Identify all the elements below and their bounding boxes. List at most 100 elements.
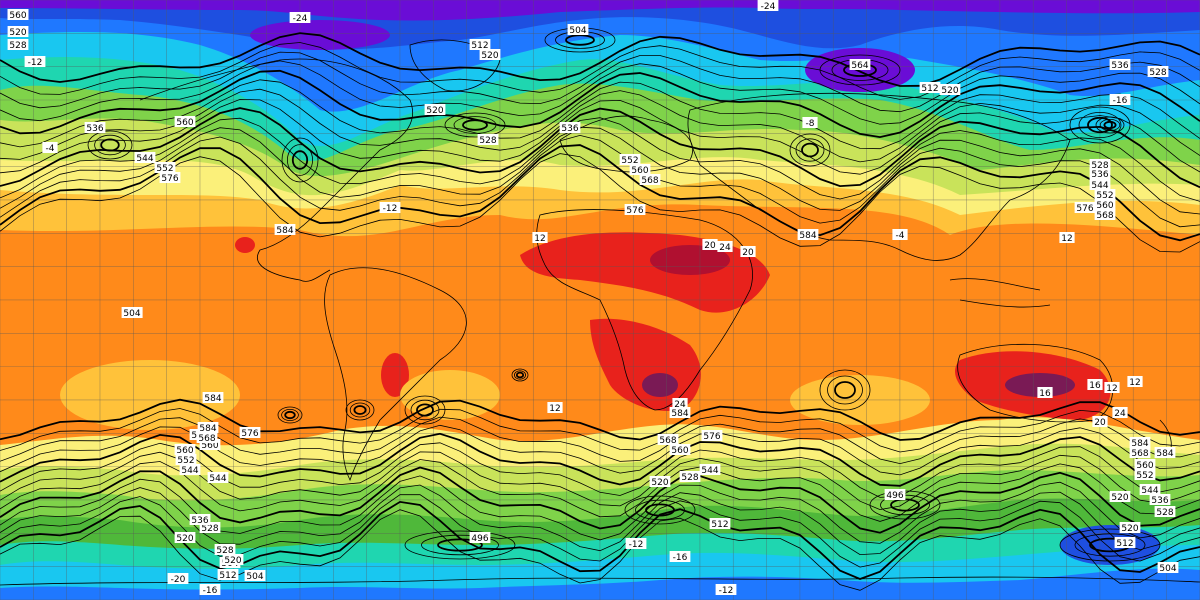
contour-label-bg <box>174 116 196 127</box>
contour-label: 512 <box>471 41 488 51</box>
contour-label-bg <box>1154 447 1176 458</box>
contour-label: 564 <box>851 61 868 71</box>
closed-contour <box>514 370 527 380</box>
contour-label-bg <box>239 427 261 438</box>
contour-label: 536 <box>191 516 208 526</box>
closed-contour <box>421 534 499 556</box>
contour-label: 560 <box>1096 201 1113 211</box>
contour-label: 560 <box>1136 461 1153 471</box>
contour-label-bg <box>567 24 589 35</box>
contour-label-bg <box>174 532 196 543</box>
contour-label: -16 <box>1113 96 1128 106</box>
contour-label-bg <box>214 544 236 555</box>
contour-label: 20 <box>742 248 754 258</box>
contour-label-bg <box>7 9 29 20</box>
contour-label: 24 <box>719 243 731 253</box>
contour-label: 504 <box>123 309 140 319</box>
contour-label-bg <box>1149 494 1171 505</box>
contour-label-bg <box>1147 66 1169 77</box>
coast-asia <box>687 93 1071 261</box>
contour-label-bg <box>274 224 296 235</box>
height-contour-line <box>0 408 1200 453</box>
contour-label: 552 <box>156 164 173 174</box>
contour-label: 560 <box>671 446 688 456</box>
closed-contour <box>349 402 371 418</box>
closed-contour <box>1069 106 1131 144</box>
height-contour-line <box>0 459 1200 522</box>
contour-label-bg <box>892 229 908 240</box>
contour-label-bg <box>669 551 691 562</box>
contour-label-bg <box>197 422 219 433</box>
height-contour-line <box>0 398 1200 441</box>
closed-contour <box>281 137 319 183</box>
contour-label-bg <box>1134 459 1156 470</box>
closed-contour <box>565 34 595 46</box>
contour-label-bg <box>222 554 244 565</box>
contour-label: 12 <box>549 404 560 414</box>
closed-contour <box>635 499 685 521</box>
contour-label-bg <box>802 117 818 128</box>
closed-contour <box>416 403 434 417</box>
closed-contour <box>87 130 133 160</box>
contour-label-bg <box>702 239 718 250</box>
contour-label-bg <box>479 49 501 60</box>
contour-label: 560 <box>176 446 193 456</box>
contour-label-bg <box>657 434 679 445</box>
contour-label-bg <box>1094 199 1116 210</box>
contour-label: 528 <box>681 473 698 483</box>
contour-label-bg <box>672 398 688 409</box>
contour-label-bg <box>202 392 224 403</box>
contour-label: 12 <box>1129 378 1140 388</box>
contour-label-bg <box>1109 59 1131 70</box>
height-contour-line <box>0 117 1200 202</box>
contour-label-bg <box>179 464 201 475</box>
contour-label-bg <box>919 82 941 93</box>
contour-label: 576 <box>703 432 720 442</box>
contour-label: -12 <box>383 204 398 214</box>
contour-label: 24 <box>674 400 686 410</box>
contour-label: 520 <box>9 28 26 38</box>
contour-label-bg <box>1154 506 1176 517</box>
contour-label-bg <box>740 246 756 257</box>
closed-contour <box>515 371 525 379</box>
height-contour-line <box>0 442 1200 498</box>
closed-contour <box>834 381 856 399</box>
contour-label-bg <box>701 430 723 441</box>
closed-contour <box>1087 116 1113 134</box>
contour-label-bg <box>619 154 641 165</box>
closed-contour <box>819 54 901 86</box>
contour-label: 552 <box>621 156 638 166</box>
closed-contour <box>94 134 126 156</box>
coast-north-america <box>139 58 413 282</box>
contour-label: 12 <box>534 234 545 244</box>
contour-label: -12 <box>28 58 43 68</box>
contour-label-bg <box>1089 179 1111 190</box>
hot-core-southern-africa <box>642 373 678 397</box>
contour-label-bg <box>1094 189 1116 200</box>
contour-label-bg <box>1087 379 1103 390</box>
height-contour-line <box>0 134 1200 228</box>
contour-label-bg <box>167 573 189 584</box>
contour-label-bg <box>84 122 106 133</box>
contour-label-bg <box>884 489 906 500</box>
height-contour-line <box>0 126 1200 215</box>
contour-label: 560 <box>176 118 193 128</box>
closed-contour <box>1078 112 1122 139</box>
closed-contour <box>1095 116 1125 134</box>
contour-label: 24 <box>1114 409 1126 419</box>
contour-label-bg <box>699 464 721 475</box>
contour-label: 544 <box>1091 181 1108 191</box>
contour-label: 536 <box>1091 170 1108 180</box>
contour-label: 552 <box>1136 471 1153 481</box>
contour-label-bg <box>289 12 311 23</box>
contour-label: 560 <box>631 166 648 176</box>
contour-label-bg <box>477 134 499 145</box>
contour-label-bg <box>559 122 581 133</box>
contour-label: 504 <box>1159 564 1176 574</box>
contour-label: 536 <box>86 124 103 134</box>
closed-contour <box>1059 528 1161 562</box>
contour-label-bg <box>154 162 176 173</box>
contour-label: 576 <box>161 174 178 184</box>
closed-contour <box>100 138 120 152</box>
closed-contour <box>1099 119 1121 132</box>
